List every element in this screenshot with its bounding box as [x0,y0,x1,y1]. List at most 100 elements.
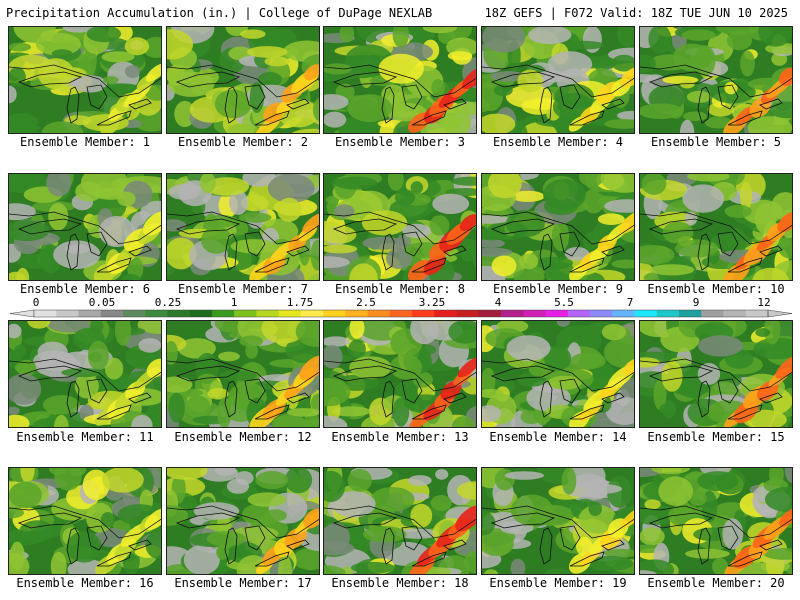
colorbar-swatch [34,310,57,317]
member-map-panel [323,320,477,428]
colorbar-swatch [634,310,658,317]
member-map-panel [639,26,793,134]
precip-map [640,468,792,574]
precip-map [167,321,319,427]
member-label: Ensemble Member: 14 [489,430,627,444]
colorbar-swatch [478,310,502,317]
member-label: Ensemble Member: 1 [19,135,151,149]
run-info: 18Z GEFS | F072 Valid: 18Z TUE JUN 10 20… [484,6,788,20]
precip-map [9,468,161,574]
member-label: Ensemble Member: 11 [16,430,154,444]
colorbar-tick-label: 12 [757,296,771,309]
precip-map [324,321,476,427]
colorbar-min-arrow [9,309,35,318]
colorbar-swatch [701,310,724,317]
member-map-panel [481,467,635,575]
member-map-panel [166,320,320,428]
colorbar-swatch [278,310,302,317]
colorbar-tick-label: 7 [626,296,634,309]
colorbar-labels: 0 0.05 0.25 1 1.75 2.5 3.25 4 5.5 7 9 12 [0,296,800,309]
member-map-panel [166,26,320,134]
colorbar-tick-label: 0 [32,296,40,309]
colorbar-tick-label: 4 [494,296,502,309]
precip-map [482,321,634,427]
colorbar [9,309,793,318]
colorbar-tick-label: 1 [230,296,238,309]
member-label: Ensemble Member: 10 [647,282,785,296]
colorbar-swatch [367,310,391,317]
colorbar-swatch [211,310,235,317]
precip-map [324,174,476,280]
colorbar-tick-label: 5.5 [554,296,574,309]
colorbar-swatch [100,310,124,317]
colorbar-swatch [56,310,79,317]
precip-map [640,27,792,133]
colorbar-swatch [122,310,146,317]
member-label: Ensemble Member: 4 [492,135,624,149]
precip-map [640,321,792,427]
member-label: Ensemble Member: 2 [177,135,309,149]
colorbar-max-arrow [767,309,793,318]
colorbar-tick-label: 3.25 [418,296,446,309]
member-map-panel [8,320,162,428]
colorbar-swatch [412,310,435,317]
member-label: Ensemble Member: 7 [177,282,309,296]
member-label: Ensemble Member: 9 [492,282,624,296]
member-label: Ensemble Member: 16 [16,576,154,590]
colorbar-swatch [612,310,635,317]
colorbar-swatch [256,310,279,317]
member-map-panel [323,467,477,575]
colorbar-swatch [545,310,569,317]
colorbar-swatch [234,310,257,317]
precip-map [9,321,161,427]
precip-map [482,27,634,133]
colorbar-swatch [167,310,190,317]
precip-map [9,27,161,133]
colorbar-swatch [501,310,524,317]
member-map-panel [639,467,793,575]
member-map-panel [323,26,477,134]
member-label: Ensemble Member: 20 [647,576,785,590]
colorbar-swatch [323,310,346,317]
member-map-panel [166,467,320,575]
header: Precipitation Accumulation (in.) | Colle… [0,0,800,24]
colorbar-swatch [523,310,546,317]
precip-map [482,468,634,574]
member-label: Ensemble Member: 5 [650,135,782,149]
member-map-panel [481,320,635,428]
precip-map [167,468,319,574]
precip-map [640,174,792,280]
colorbar-swatch [567,310,591,317]
member-map-panel [8,173,162,281]
colorbar-swatch [389,310,413,317]
precip-map [324,468,476,574]
member-map-panel [8,467,162,575]
member-label: Ensemble Member: 15 [647,430,785,444]
member-label: Ensemble Member: 18 [331,576,469,590]
member-map-panel [8,26,162,134]
colorbar-tick-label: 0.05 [88,296,116,309]
precip-map [324,27,476,133]
member-label: Ensemble Member: 13 [331,430,469,444]
colorbar-swatch [456,310,480,317]
precip-map [167,174,319,280]
colorbar-tick-label: 1.75 [286,296,314,309]
precip-map [482,174,634,280]
member-map-panel [639,320,793,428]
member-map-panel [323,173,477,281]
colorbar-tick-label: 9 [692,296,700,309]
member-map-panel [481,26,635,134]
colorbar-tick-label: 0.25 [154,296,182,309]
colorbar-swatch [723,310,747,317]
member-label: Ensemble Member: 3 [334,135,466,149]
member-label: Ensemble Member: 8 [334,282,466,296]
member-map-panel [481,173,635,281]
member-label: Ensemble Member: 12 [174,430,312,444]
colorbar-swatch [78,310,102,317]
colorbar-swatch [300,310,324,317]
member-label: Ensemble Member: 6 [19,282,151,296]
title: Precipitation Accumulation (in.) | Colle… [6,6,433,20]
precip-map [167,27,319,133]
colorbar-swatch [745,310,769,317]
